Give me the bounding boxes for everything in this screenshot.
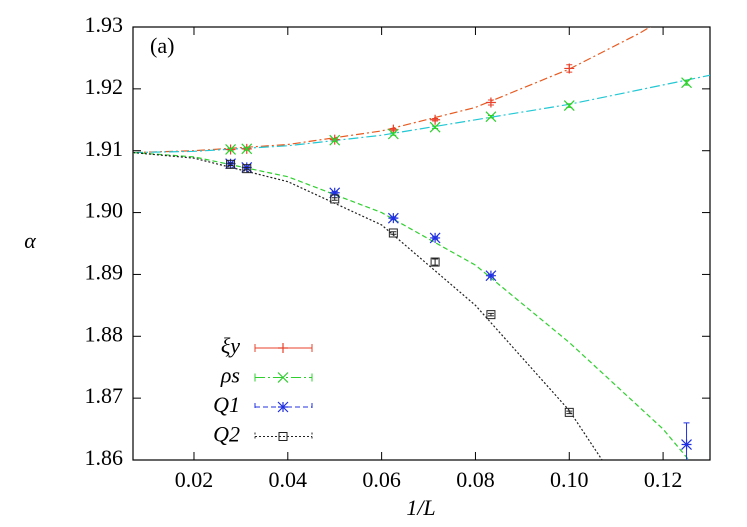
y-tick-label: 1.86: [85, 445, 124, 470]
legend-line: [254, 373, 313, 382]
error-bar: [331, 197, 338, 201]
legend-label: ξy: [221, 333, 240, 358]
y-tick-label: 1.88: [85, 321, 124, 346]
point: [226, 159, 236, 169]
point: [429, 232, 441, 244]
point: [430, 114, 441, 125]
point: [486, 310, 496, 320]
x-tick-label: 0.08: [456, 467, 495, 492]
point: [485, 270, 497, 282]
y-tick-label: 1.93: [85, 12, 124, 37]
point: [564, 63, 575, 74]
x-tick-label: 0.02: [175, 467, 214, 492]
point: [429, 121, 441, 133]
legend-marker: [277, 401, 289, 413]
error-bar: [227, 162, 234, 167]
fit-line: [133, 74, 710, 154]
plot-frame: [132, 26, 711, 461]
point: [242, 164, 252, 174]
x-tick-label: 0.12: [644, 467, 683, 492]
point: [430, 257, 440, 267]
point: [563, 100, 575, 111]
y-tick-label: 1.91: [85, 136, 124, 161]
y-tick-label: 1.89: [85, 259, 124, 284]
legend-label: ρs: [220, 363, 240, 388]
point: [564, 407, 574, 417]
x-tick-label: 0.06: [362, 467, 401, 492]
error-bar: [243, 166, 250, 171]
point: [329, 187, 341, 199]
fit-line: [133, 27, 651, 154]
error-bar: [566, 410, 573, 415]
point: [681, 439, 692, 450]
legend-label: Q2: [213, 422, 240, 447]
legend-marker: [277, 372, 289, 383]
error-bar: [390, 231, 397, 235]
x-axis-label: 1/L: [406, 495, 435, 520]
point: [681, 77, 692, 89]
point: [329, 134, 341, 146]
legend-line: [254, 432, 313, 441]
y-tick-label: 1.87: [85, 383, 124, 408]
point: [387, 128, 399, 140]
y-tick-label: 1.90: [85, 198, 124, 223]
point: [330, 194, 340, 204]
point: [241, 143, 253, 155]
point: [225, 144, 236, 155]
y-axis-label: α: [24, 228, 36, 253]
x-tick-label: 0.04: [269, 467, 308, 492]
fit-line: [133, 151, 690, 460]
x-tick-label: 0.10: [550, 467, 589, 492]
point: [388, 228, 398, 238]
point: [485, 97, 496, 108]
legend-label: Q1: [213, 392, 240, 417]
error-bar: [432, 258, 439, 266]
fit-line: [133, 151, 603, 460]
plot-area: [133, 27, 710, 460]
legend-marker: [278, 432, 288, 441]
error-bar: [487, 312, 494, 317]
y-tick-label: 1.92: [85, 74, 124, 99]
annotation: (a): [150, 33, 174, 58]
legend-marker: [278, 343, 288, 353]
point: [387, 212, 399, 224]
point: [485, 111, 497, 123]
